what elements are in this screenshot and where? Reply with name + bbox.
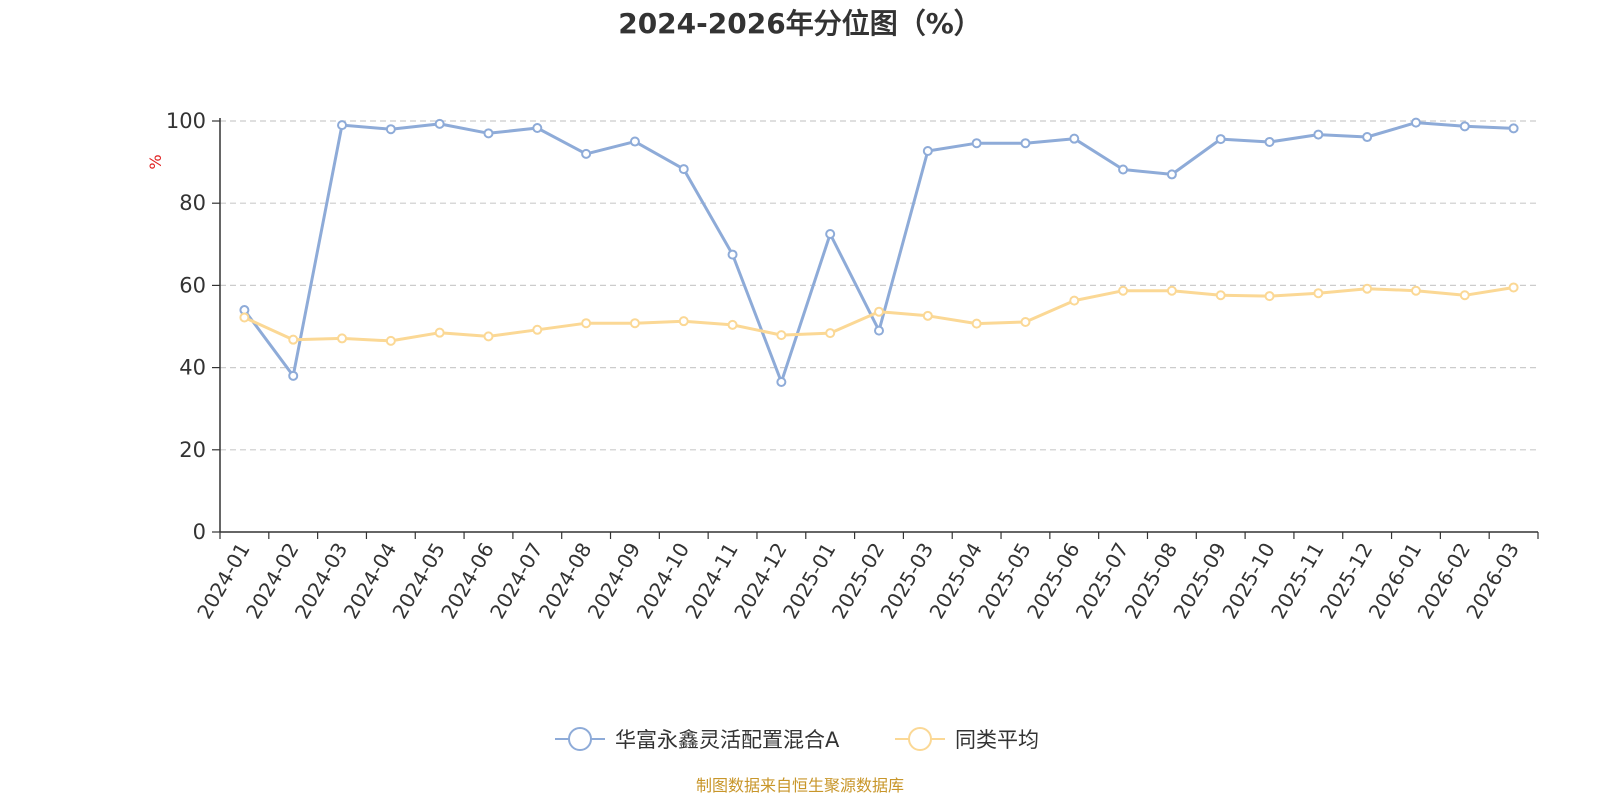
data-point [1362, 283, 1373, 294]
data-point [727, 319, 738, 330]
data-point [971, 138, 982, 149]
data-point [1410, 117, 1421, 128]
legend-label: 同类平均 [955, 728, 1039, 752]
data-point [288, 334, 299, 345]
data-point [922, 310, 933, 321]
data-point [1362, 132, 1373, 143]
data-point [1020, 138, 1031, 149]
data-point [1264, 291, 1275, 302]
y-tick-label: 20 [179, 438, 206, 462]
data-point [1459, 290, 1470, 301]
data-point [581, 318, 592, 329]
source-note: 制图数据来自恒生聚源数据库 [696, 776, 904, 795]
data-point [1215, 290, 1226, 301]
data-point [1166, 169, 1177, 180]
y-tick-label: 60 [179, 273, 206, 297]
legend-marker [568, 727, 592, 751]
data-point [288, 370, 299, 381]
data-point [1069, 133, 1080, 144]
data-point [1313, 129, 1324, 140]
data-point [1118, 164, 1129, 175]
data-point [1410, 285, 1421, 296]
data-point [532, 324, 543, 335]
data-point [1166, 285, 1177, 296]
series-line [243, 121, 1514, 384]
data-point [483, 128, 494, 139]
data-point [1020, 316, 1031, 327]
legend: 华富永鑫灵活配置混合A 同类平均 [555, 727, 1039, 752]
series-1 [239, 117, 1519, 387]
data-point [1313, 288, 1324, 299]
data-point [1264, 136, 1275, 147]
x-axis: 2024-012024-022024-032024-042024-052024-… [192, 531, 1539, 623]
data-point [629, 318, 640, 329]
y-tick-label: 100 [166, 109, 206, 133]
y-tick-label: 0 [193, 520, 206, 544]
grid-lines [220, 120, 1538, 451]
legend-marker [908, 727, 932, 751]
data-point [1459, 121, 1470, 132]
data-point [337, 120, 348, 131]
data-point [874, 306, 884, 317]
y-axis: 0 20 40 60 80 100 [166, 109, 221, 544]
data-point [922, 146, 933, 157]
data-point [776, 376, 787, 387]
series-2 [239, 282, 1519, 346]
data-point [1215, 134, 1226, 145]
data-point [727, 249, 738, 260]
legend-item-2: 同类平均 [895, 727, 1039, 752]
data-point [971, 318, 982, 329]
data-point [678, 164, 689, 175]
data-point [874, 325, 884, 336]
data-point [825, 229, 836, 240]
data-point [434, 118, 445, 129]
data-point [629, 136, 640, 147]
data-point [581, 148, 592, 159]
data-point [776, 330, 787, 341]
data-point [385, 124, 396, 135]
data-point [1508, 123, 1519, 134]
data-point [337, 333, 348, 344]
data-point [1118, 285, 1129, 296]
data-point [434, 327, 445, 338]
data-point [385, 335, 396, 346]
chart-title: 2024-2026年分位图（%） [618, 7, 982, 40]
legend-label: 华富永鑫灵活配置混合A [615, 728, 840, 752]
data-point [1508, 282, 1519, 293]
y-axis-unit-label: % [146, 154, 165, 169]
data-point [678, 316, 689, 327]
y-tick-label: 40 [179, 356, 206, 380]
data-point [483, 331, 494, 342]
data-point [239, 312, 250, 323]
series-lines [239, 117, 1519, 387]
data-point [1069, 295, 1080, 306]
data-point [825, 328, 836, 339]
y-tick-label: 80 [179, 191, 206, 215]
legend-item-1: 华富永鑫灵活配置混合A [555, 727, 840, 752]
data-point [532, 122, 543, 133]
